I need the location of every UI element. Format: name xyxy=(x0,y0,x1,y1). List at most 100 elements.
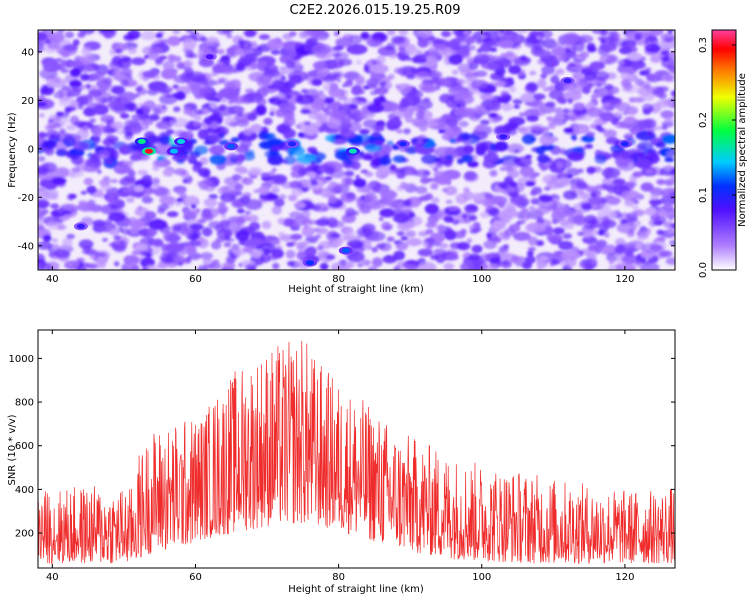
heatmap-cell xyxy=(470,79,489,89)
heatmap-cell xyxy=(649,194,659,200)
heatmap-cell xyxy=(233,248,241,255)
heatmap-cell xyxy=(270,174,288,184)
heatmap-cell xyxy=(193,114,202,121)
heatmap-cell xyxy=(231,243,240,249)
heatmap-cell xyxy=(408,212,416,219)
heatmap-cell xyxy=(325,217,339,228)
heatmap-cell xyxy=(593,118,603,125)
heatmap-cell xyxy=(185,30,193,33)
heatmap-cell xyxy=(244,264,256,270)
heatmap-cell xyxy=(608,265,618,270)
heatmap-y-label: Frequency (Hz) xyxy=(7,112,18,188)
y-tick-label: 400 xyxy=(15,485,34,496)
heatmap-cell xyxy=(667,226,675,234)
heatmap-cell xyxy=(415,186,428,195)
heatmap-cell xyxy=(466,35,477,44)
heatmap-cell xyxy=(356,199,368,210)
heatmap-cell xyxy=(453,106,475,118)
x-tick-label: 40 xyxy=(46,274,59,285)
y-tick-label: -40 xyxy=(18,241,34,252)
heatmap-cell xyxy=(620,190,641,201)
heatmap-cell xyxy=(547,234,563,244)
heatmap-cell xyxy=(431,197,440,204)
heatmap-cell xyxy=(643,44,652,49)
heatmap-cell xyxy=(146,135,162,144)
y-tick-label: 1000 xyxy=(9,354,34,365)
heatmap-cell xyxy=(526,115,539,122)
heatmap-cell xyxy=(38,199,50,209)
heatmap-cell xyxy=(421,154,438,165)
heatmap-cell xyxy=(663,37,673,43)
heatmap-cell xyxy=(466,238,473,243)
heatmap-cell xyxy=(257,186,270,195)
heatmap-cell xyxy=(473,53,490,65)
heatmap-cell xyxy=(519,165,535,177)
heatmap-cell xyxy=(217,48,225,55)
snr-x-axis: 40 60 80 100 120 xyxy=(46,330,634,583)
heatmap-cell xyxy=(529,70,537,76)
heatmap-cell xyxy=(81,46,92,57)
heatmap-cell xyxy=(411,117,428,128)
heatmap-cell xyxy=(208,262,222,270)
heatmap-cell xyxy=(141,196,154,204)
heatmap-cell xyxy=(42,234,52,242)
heatmap-feature xyxy=(499,134,508,140)
heatmap-cell xyxy=(656,179,666,185)
heatmap-cell xyxy=(220,214,228,219)
heatmap-cell xyxy=(289,211,303,219)
heatmap-cell xyxy=(655,169,661,174)
heatmap-cell xyxy=(444,146,457,158)
heatmap-cell xyxy=(159,39,168,45)
heatmap-cell xyxy=(351,85,363,96)
heatmap-cell xyxy=(579,114,593,121)
heatmap-cell xyxy=(400,95,420,107)
heatmap-cell xyxy=(400,236,408,241)
heatmap-cell xyxy=(367,266,378,270)
heatmap-cell xyxy=(667,30,674,34)
colorbar-tick-label: 0.1 xyxy=(698,187,709,203)
heatmap-cell xyxy=(187,210,197,216)
heatmap-cell xyxy=(386,124,399,131)
heatmap-cell xyxy=(142,76,150,82)
heatmap-cell xyxy=(443,262,455,270)
heatmap-cell xyxy=(266,180,275,186)
heatmap-cell xyxy=(375,243,386,249)
heatmap-cell xyxy=(369,202,382,211)
heatmap-cell xyxy=(108,212,126,222)
heatmap-cell xyxy=(594,153,607,164)
heatmap-cell xyxy=(282,218,296,227)
heatmap-cell xyxy=(451,69,459,75)
heatmap-cell xyxy=(510,195,525,206)
heatmap-cell xyxy=(329,82,339,92)
heatmap-cell xyxy=(641,92,655,102)
heatmap-cell xyxy=(364,231,386,242)
heatmap-cell xyxy=(223,229,233,238)
heatmap-cell xyxy=(156,156,163,162)
heatmap-cell xyxy=(525,82,539,92)
heatmap-cell xyxy=(548,121,557,130)
heatmap-cell xyxy=(41,140,58,149)
heatmap-cell xyxy=(359,128,370,135)
x-tick-label: 60 xyxy=(189,572,202,583)
heatmap-cell xyxy=(100,184,113,191)
heatmap-cell xyxy=(128,123,143,134)
heatmap-cell xyxy=(319,90,324,95)
heatmap-cell xyxy=(447,100,453,105)
heatmap-cell xyxy=(438,129,446,134)
heatmap-cell xyxy=(65,87,72,93)
heatmap-cell xyxy=(394,67,404,74)
heatmap-cell xyxy=(162,168,174,177)
heatmap-cell xyxy=(89,118,96,123)
heatmap-cell xyxy=(281,181,296,189)
heatmap-cell xyxy=(64,262,73,268)
heatmap-cell xyxy=(159,195,176,205)
heatmap-cell xyxy=(644,207,657,216)
heatmap-cell xyxy=(386,140,394,147)
heatmap-cell xyxy=(38,220,44,226)
heatmap-cell xyxy=(655,125,662,131)
heatmap-cell xyxy=(129,217,137,222)
heatmap-cell xyxy=(155,120,173,130)
heatmap-cell xyxy=(203,91,216,99)
heatmap-cell xyxy=(330,240,340,249)
heatmap-cell xyxy=(124,189,132,195)
